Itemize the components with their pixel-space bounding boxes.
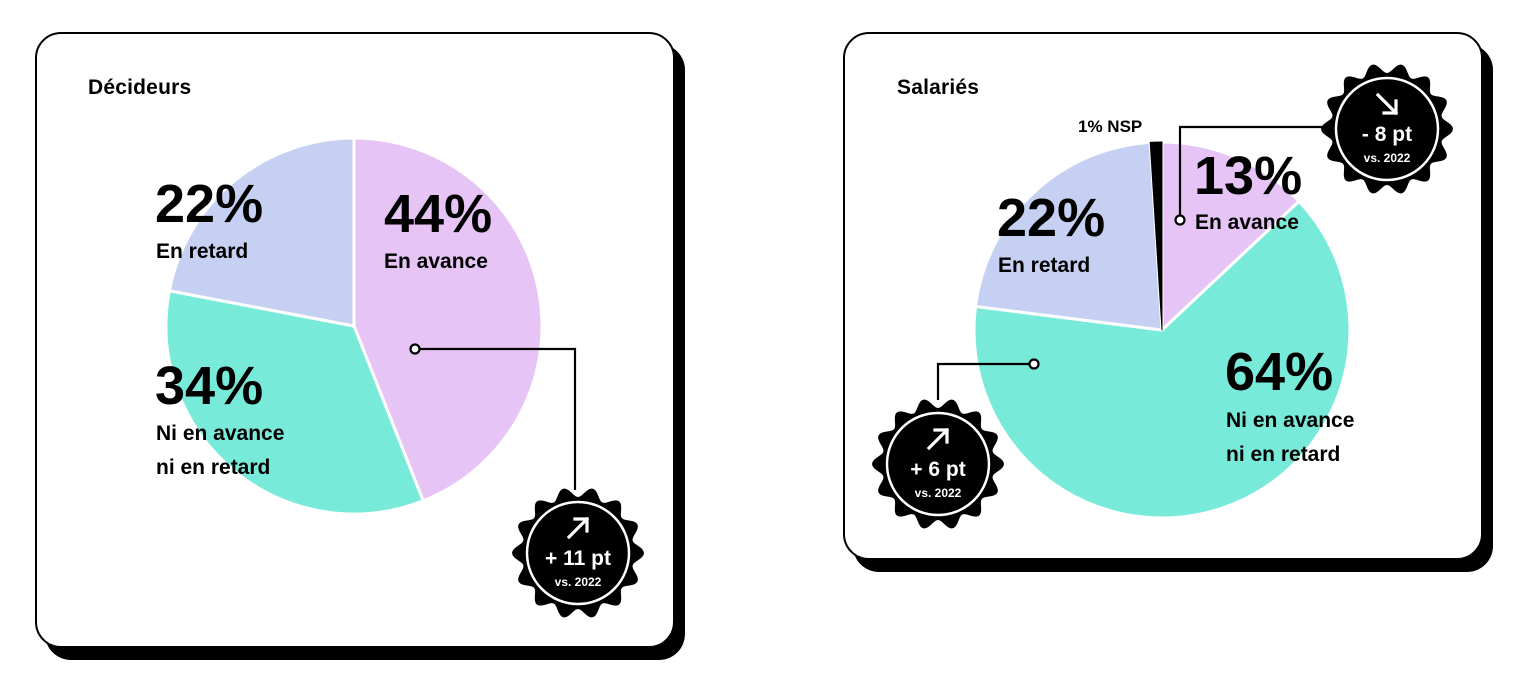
slice-value-en-avance-decideurs: 44%	[384, 184, 492, 244]
pie-slice-en-retard	[973, 140, 1164, 332]
badge-seal	[872, 399, 1004, 529]
badge-seal	[512, 488, 644, 618]
slice-value-en-retard-salaries: 22%	[997, 188, 1105, 248]
pie-slice-en-retard	[167, 136, 356, 328]
pie-slice-en-avance	[1160, 140, 1301, 332]
slice-label-en-retard-salaries: En retard	[998, 254, 1090, 277]
chart-title-salaries: Salariés	[897, 76, 980, 99]
slice-value-en-avance-salaries: 13%	[1194, 146, 1302, 206]
slice-label-en-retard-decideurs: En retard	[156, 240, 248, 263]
badge-decideurs: + 11 pt vs. 2022	[512, 488, 644, 618]
slice-value-en-retard-decideurs: 22%	[155, 174, 263, 234]
badge-delta: + 11 pt	[545, 547, 611, 570]
badge-ref: vs. 2022	[915, 486, 962, 500]
badge-seal	[1321, 64, 1453, 194]
slice-value-ni-ni-decideurs: 34%	[155, 356, 263, 416]
slice-label-ni-ni-line1-salaries: Ni en avance	[1226, 409, 1354, 432]
badge-ring	[1334, 76, 1440, 182]
pie-salaries	[972, 140, 1352, 520]
leader-line-ni-ni-salaries	[936, 358, 1040, 400]
chart-title-decideurs: Décideurs	[88, 76, 192, 99]
pie-slice-ni-ni	[164, 289, 425, 516]
badge-delta: - 8 pt	[1362, 123, 1412, 146]
pie-slice-en-avance	[352, 136, 544, 503]
down-right-arrow-icon	[1375, 92, 1399, 116]
up-right-arrow-icon	[926, 427, 950, 451]
badge-ref: vs. 2022	[1364, 151, 1411, 165]
slice-label-ni-ni-line2-salaries: ni en retard	[1226, 443, 1340, 466]
badge-ni-ni-salaries: + 6 pt vs. 2022	[872, 399, 1004, 529]
leader-line-decideurs	[409, 343, 577, 490]
slice-label-ni-ni-line2-decideurs: ni en retard	[156, 456, 270, 479]
slice-label-en-avance-decideurs: En avance	[384, 250, 488, 273]
pie-decideurs	[164, 136, 544, 516]
slice-label-en-avance-salaries: En avance	[1195, 211, 1299, 234]
badge-delta: + 6 pt	[910, 458, 965, 481]
leader-line-en-avance-salaries	[1174, 125, 1330, 226]
slice-value-ni-ni-salaries: 64%	[1225, 342, 1333, 402]
slice-label-nsp-salaries: 1% NSP	[1078, 117, 1142, 136]
badge-ref: vs. 2022	[555, 575, 602, 589]
slice-label-ni-ni-line1-decideurs: Ni en avance	[156, 422, 284, 445]
badge-ring	[525, 500, 631, 606]
up-right-arrow-icon	[566, 516, 590, 540]
pie-slice-ni-ni	[972, 199, 1352, 520]
pie-slice-nsp	[1149, 141, 1163, 331]
badge-ring	[885, 411, 991, 517]
badge-en-avance-salaries: - 8 pt vs. 2022	[1321, 64, 1453, 194]
